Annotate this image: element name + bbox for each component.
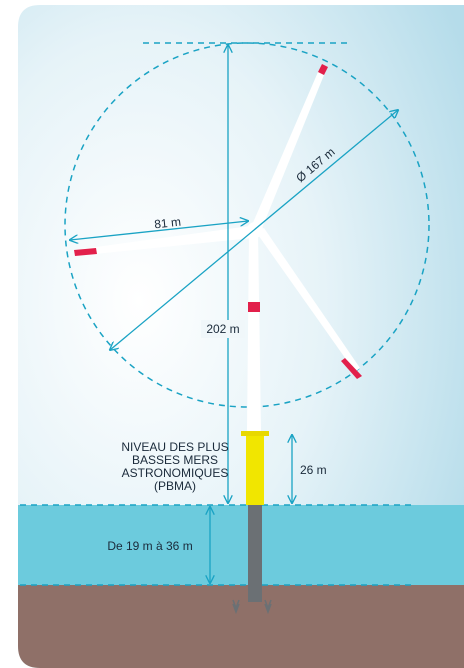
platform [241,431,269,436]
blade-tip [318,64,328,75]
pile-tip [264,599,272,615]
monopile [248,505,262,602]
pbma-label: (PBMA) [154,479,196,493]
blade-tip [341,358,362,379]
pile-tip [232,599,240,615]
diameter-dimension [110,110,398,350]
blade-tip [74,248,97,256]
transition-label: 26 m [300,463,327,477]
transition-piece [246,435,264,505]
tower-mark [248,302,260,312]
height-label: 202 m [206,322,239,336]
depth-label: De 19 m à 36 m [107,539,192,553]
pbma-label: BASSES MERS [132,453,218,467]
sea [18,505,464,585]
rotor-circle [64,42,430,408]
blade-label: 81 m [154,215,182,232]
pbma-label: NIVEAU DES PLUS [121,440,228,454]
seabed [18,585,464,668]
pbma-label: ASTRONOMIQUES [122,466,229,480]
label-bg [201,320,245,338]
